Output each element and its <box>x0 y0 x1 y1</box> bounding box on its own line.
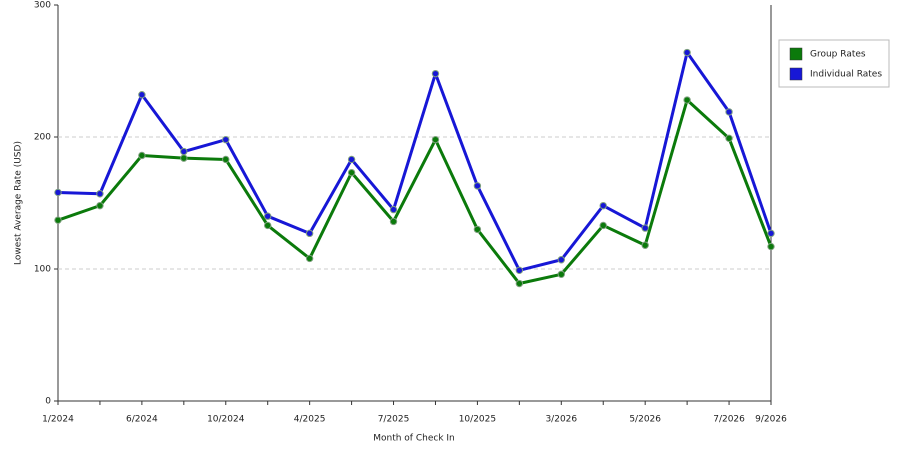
point <box>683 96 691 104</box>
y-tick-label: 0 <box>45 397 51 407</box>
point <box>305 254 314 263</box>
point <box>767 242 775 251</box>
point <box>431 69 440 78</box>
point <box>473 225 482 234</box>
point <box>138 151 146 160</box>
point <box>222 135 230 144</box>
legend-swatch <box>789 67 803 81</box>
y-tick-label: 100 <box>34 265 51 275</box>
point <box>473 182 482 190</box>
point <box>767 229 775 238</box>
point <box>264 212 272 220</box>
x-tick-label: 10/2024 <box>207 415 245 425</box>
point <box>557 256 565 264</box>
point <box>515 279 524 288</box>
x-tick-label: 1/2024 <box>42 415 74 425</box>
y-tick-label: 300 <box>34 1 51 11</box>
x-tick-label: 9/2026 <box>755 415 787 425</box>
point <box>264 221 272 230</box>
legend-swatch <box>789 47 803 61</box>
x-tick-label: 7/2025 <box>378 415 410 425</box>
point <box>515 266 524 275</box>
point <box>389 217 398 226</box>
x-tick-label: 7/2026 <box>713 415 745 425</box>
y-tick-label: 200 <box>34 133 51 143</box>
y-axis-title: Lowest Average Rate (USD) <box>14 141 24 265</box>
legend-label: Individual Rates <box>810 70 882 80</box>
point <box>180 147 188 156</box>
point <box>96 190 104 198</box>
legend-label: Group Rates <box>810 50 866 60</box>
x-tick-label: 4/2025 <box>294 415 326 425</box>
point <box>347 168 356 177</box>
x-axis-title: Month of Check In <box>373 434 455 444</box>
point <box>725 108 733 116</box>
point <box>96 201 104 210</box>
point <box>599 221 607 230</box>
point <box>599 201 607 210</box>
point <box>54 216 62 224</box>
point <box>641 241 649 249</box>
x-tick-label: 3/2026 <box>545 415 577 425</box>
point <box>54 188 62 197</box>
point <box>389 205 398 214</box>
point <box>557 270 565 278</box>
point <box>431 135 440 144</box>
point <box>180 154 188 162</box>
point <box>305 229 314 238</box>
point <box>347 155 356 164</box>
series-line <box>57 51 773 272</box>
x-tick-label: 5/2026 <box>629 415 661 425</box>
point <box>725 134 733 143</box>
point <box>683 48 691 57</box>
x-tick-label: 10/2025 <box>459 415 496 425</box>
x-tick-label: 6/2024 <box>126 415 158 425</box>
series-line <box>57 98 773 286</box>
point <box>641 224 649 232</box>
point <box>138 91 146 99</box>
point <box>222 155 230 164</box>
